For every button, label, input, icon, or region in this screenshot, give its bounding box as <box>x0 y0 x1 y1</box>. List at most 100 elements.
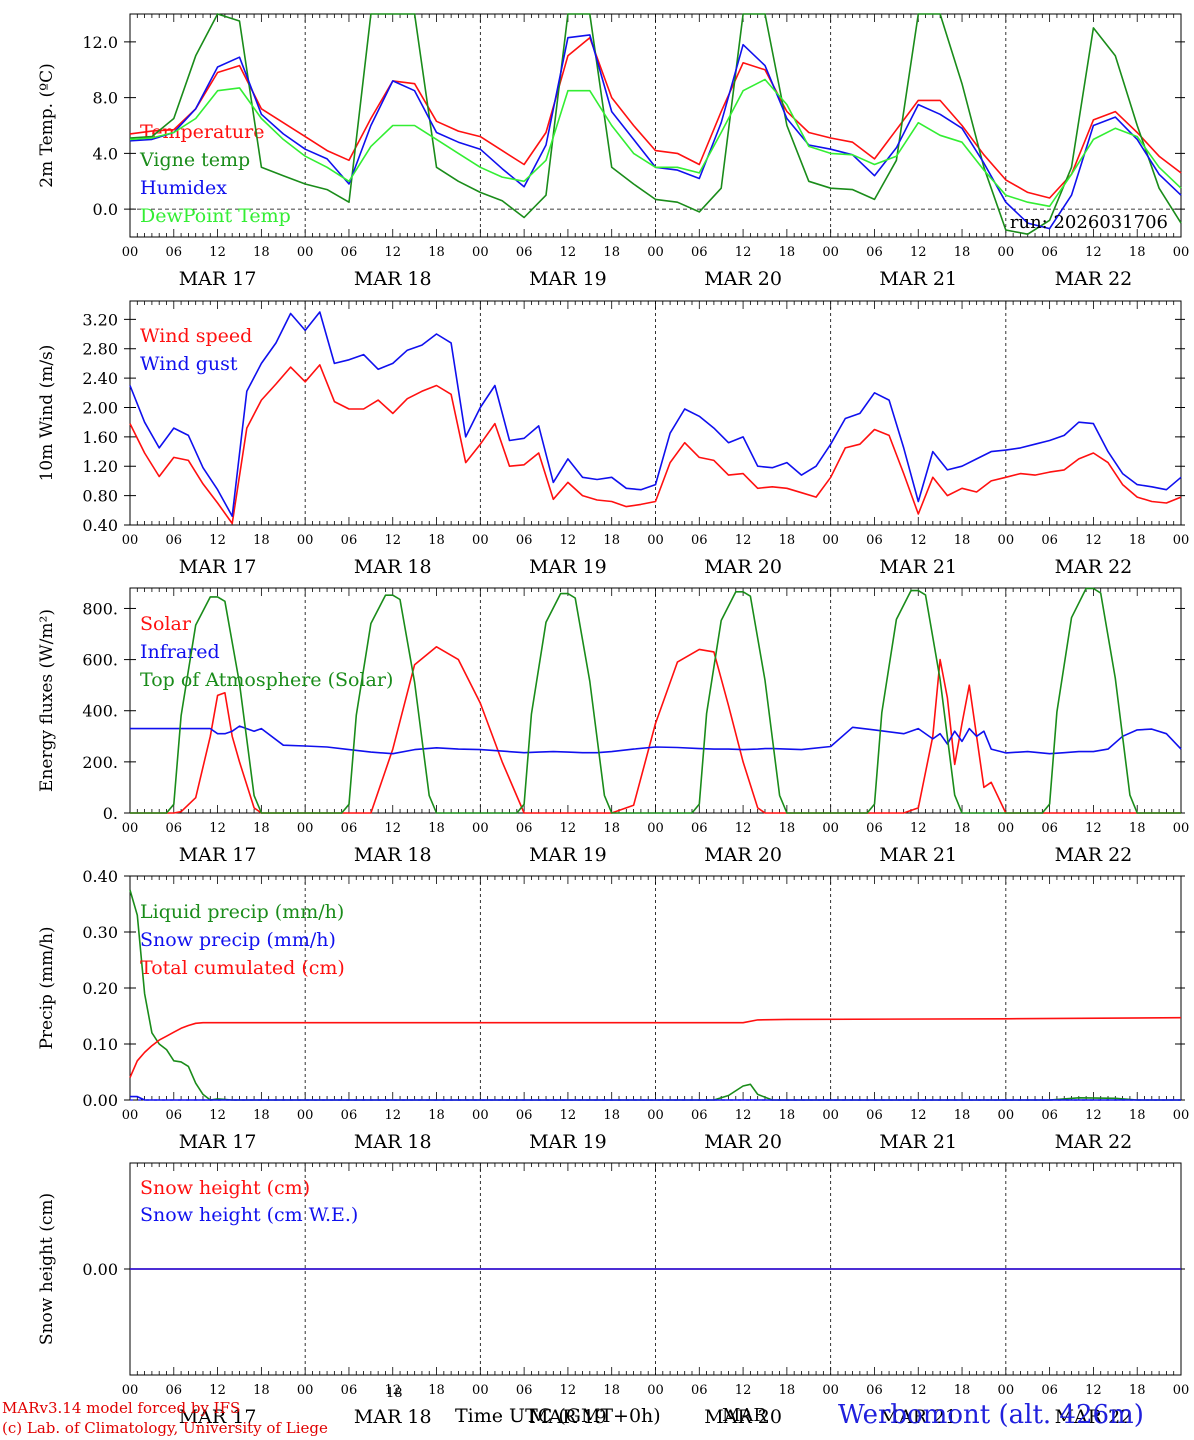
legend-entry: Snow height (cm) <box>140 1177 310 1199</box>
x-tick-label: 18 <box>779 821 796 836</box>
x-tick-label: 12 <box>560 533 577 548</box>
x-tick-label: 00 <box>1173 1108 1190 1123</box>
day-label: MAR 18 <box>354 844 432 866</box>
series-line <box>129 13 1182 235</box>
x-tick-label: 06 <box>341 533 358 548</box>
credits-line-2: (c) Lab. of Climatology, University of L… <box>2 1419 328 1437</box>
y-tick-label: 4.0 <box>93 144 118 163</box>
x-tick-label: 00 <box>472 821 489 836</box>
x-tick-label: 12 <box>735 1108 752 1123</box>
x-tick-label: 00 <box>822 245 839 260</box>
legend-entry: Liquid precip (mm/h) <box>140 901 344 923</box>
x-tick-label: 18 <box>1129 821 1146 836</box>
legend-entry: Wind speed <box>140 325 252 347</box>
x-tick-label: 06 <box>516 1383 533 1398</box>
series-line <box>129 311 1182 518</box>
y-tick-label: 0.00 <box>82 1091 118 1110</box>
x-tick-label: 12 <box>910 1108 927 1123</box>
x-tick-label: 00 <box>297 821 314 836</box>
series-line <box>129 1016 1182 1078</box>
x-tick-label: 00 <box>647 245 664 260</box>
x-tick-label: 00 <box>647 1108 664 1123</box>
x-tick-label: 06 <box>691 1108 708 1123</box>
legend-entry: Infrared <box>140 641 220 663</box>
x-tick-label: 00 <box>472 245 489 260</box>
x-tick-label: 06 <box>866 1383 883 1398</box>
x-tick-label: 00 <box>1173 1383 1190 1398</box>
x-tick-label: 12 <box>735 245 752 260</box>
x-tick-label: 06 <box>866 533 883 548</box>
day-label: MAR 22 <box>1055 268 1133 290</box>
x-tick-label: 12 <box>384 1108 401 1123</box>
x-tick-label: 00 <box>122 1108 139 1123</box>
x-tick-label: 00 <box>472 533 489 548</box>
x-tick-label: 12 <box>209 533 226 548</box>
y-tick-label: 3.20 <box>82 310 118 329</box>
y-axis-label: Precip (mm/h) <box>37 926 57 1049</box>
x-tick-label: 00 <box>297 245 314 260</box>
run-label: run: 2026031706 <box>1010 212 1168 233</box>
series-line <box>129 364 1182 525</box>
x-tick-label: 18 <box>1129 245 1146 260</box>
legend-entry: Total cumulated (cm) <box>140 957 345 979</box>
x-tick-label: 12 <box>910 245 927 260</box>
x-tick-label: 18 <box>428 245 445 260</box>
day-label: MAR 17 <box>179 1406 257 1428</box>
day-label: MAR 22 <box>1055 1131 1133 1153</box>
x-tick-label: 18 <box>428 1108 445 1123</box>
x-tick-label: 06 <box>516 821 533 836</box>
x-tick-label: 06 <box>1041 245 1058 260</box>
y-tick-label: 0.20 <box>82 979 118 998</box>
y-tick-label: 0.10 <box>82 1035 118 1054</box>
x-tick-label: 06 <box>516 533 533 548</box>
x-tick-label: 12 <box>209 821 226 836</box>
x-tick-label: 00 <box>1173 245 1190 260</box>
y-axis-label: Snow height (cm) <box>37 1193 57 1345</box>
day-label: MAR 21 <box>879 1131 957 1153</box>
x-tick-label: 06 <box>1041 821 1058 836</box>
y-tick-label: 200. <box>82 753 118 772</box>
x-tick-label: 06 <box>341 821 358 836</box>
x-tick-label: 12 <box>209 1108 226 1123</box>
x-tick-label: 18 <box>954 1108 971 1123</box>
x-tick-label: 00 <box>822 1108 839 1123</box>
legend-entry: Temperature <box>140 121 264 143</box>
legend-entry: Snow height (cm W.E.) <box>140 1204 358 1226</box>
x-axis-title: Time UTC (GMT+0h) <box>455 1405 661 1427</box>
series-line <box>129 36 1182 199</box>
x-tick-label: 12 <box>560 1383 577 1398</box>
credits: MARv3.14 model forced by IFS (c) Lab. of… <box>2 1398 328 1438</box>
x-tick-label: 18 <box>954 533 971 548</box>
x-tick-label: 00 <box>998 1383 1015 1398</box>
x-tick-label: 12 <box>910 533 927 548</box>
x-tick-label: 18 <box>1129 533 1146 548</box>
x-tick-label: 12 <box>910 821 927 836</box>
x-tick-label: 18 <box>1129 1108 1146 1123</box>
series-line <box>130 1095 1181 1101</box>
x-tick-label: 06 <box>866 1108 883 1123</box>
panel-frame <box>129 300 1182 526</box>
x-tick-label: 00 <box>297 533 314 548</box>
x-tick-label: 12 <box>384 821 401 836</box>
x-tick-label: 18 <box>253 821 270 836</box>
x-tick-label: 18 <box>603 533 620 548</box>
x-tick-label: 12 <box>384 1383 401 1398</box>
x-tick-label: 00 <box>472 1108 489 1123</box>
x-tick-label: 06 <box>866 821 883 836</box>
day-label: MAR 20 <box>704 844 782 866</box>
x-tick-label: 06 <box>516 1108 533 1123</box>
x-tick-label: 18 <box>954 245 971 260</box>
x-tick-label: 00 <box>122 821 139 836</box>
x-tick-label: 18 <box>428 821 445 836</box>
x-tick-label: 06 <box>166 1383 183 1398</box>
day-label: MAR 22 <box>1055 556 1133 578</box>
x-tick-label: 00 <box>1173 533 1190 548</box>
y-tick-label: 2.80 <box>82 340 118 359</box>
y-tick-label: 1.20 <box>82 457 118 476</box>
day-label: MAR 20 <box>704 268 782 290</box>
x-tick-label: 12 <box>735 533 752 548</box>
x-tick-label: 00 <box>822 821 839 836</box>
x-tick-label: 18 <box>428 533 445 548</box>
x-tick-label: 18 <box>253 1108 270 1123</box>
series-line <box>129 78 1182 208</box>
